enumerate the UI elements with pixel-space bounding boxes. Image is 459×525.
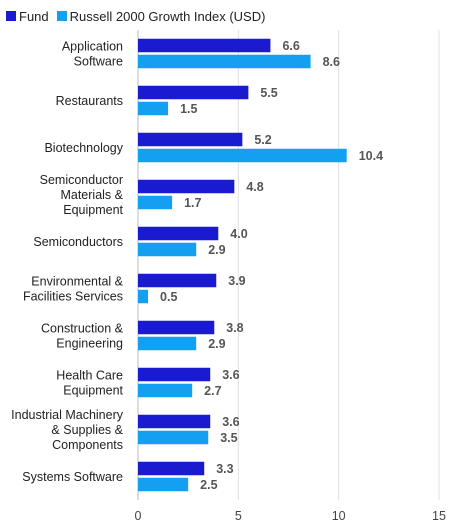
legend-item-index: Russell 2000 Growth Index (USD): [56, 8, 266, 24]
index-bar-7: [138, 383, 193, 398]
fund-bar-5: [138, 273, 217, 288]
category-label-line: Industrial Machinery: [11, 408, 124, 422]
fund-value-label-1: 5.5: [260, 86, 277, 100]
x-tick-label-15: 15: [432, 509, 446, 523]
category-label-6: Construction & Engineering: [41, 322, 124, 351]
legend-swatch-index: [56, 11, 67, 21]
index-bar-5: [138, 289, 149, 304]
category-label-line: Equipment: [63, 203, 123, 217]
legend: Fund Russell 2000 Growth Index (USD): [6, 6, 273, 26]
category-label-line: Materials &: [60, 188, 123, 202]
fund-bar-0: [138, 38, 271, 53]
category-label-line: Equipment: [63, 384, 123, 398]
category-label-line: Construction &: [41, 322, 124, 336]
index-value-label-7: 2.7: [204, 384, 221, 398]
category-label-line: Software: [74, 55, 123, 69]
category-label-line: Environmental &: [31, 275, 123, 289]
fund-value-label-7: 3.6: [222, 368, 239, 382]
index-value-label-3: 1.7: [184, 196, 201, 210]
category-label-line: Health Care: [56, 369, 123, 383]
category-label-line: & Supplies &: [51, 423, 123, 437]
index-value-label-0: 8.6: [323, 55, 340, 69]
fund-bar-6: [138, 320, 215, 335]
category-label-line: Biotechnology: [44, 141, 123, 155]
x-tick-label-5: 5: [235, 509, 242, 523]
category-label-line: Systems Software: [22, 470, 123, 484]
index-value-label-9: 2.5: [200, 478, 217, 492]
index-value-label-5: 0.5: [160, 290, 177, 304]
fund-value-label-3: 4.8: [246, 180, 263, 194]
legend-label-index: Russell 2000 Growth Index (USD): [69, 8, 266, 24]
index-bar-1: [138, 101, 169, 116]
x-tick-label-10: 10: [332, 509, 346, 523]
index-value-label-6: 2.9: [208, 337, 225, 351]
fund-value-label-6: 3.8: [226, 321, 243, 335]
index-value-label-4: 2.9: [208, 243, 225, 257]
fund-bar-9: [138, 461, 205, 476]
index-bar-2: [138, 148, 347, 163]
fund-bar-1: [138, 85, 249, 100]
category-label-0: Application Software: [62, 40, 123, 69]
category-label-2: Biotechnology: [44, 141, 123, 155]
fund-value-label-5: 3.9: [228, 274, 245, 288]
category-label-3: Semiconductor Materials & Equipment: [40, 173, 124, 217]
fund-bar-8: [138, 414, 211, 429]
index-bar-3: [138, 195, 173, 210]
category-label-8: Industrial Machinery & Supplies & Componen…: [11, 408, 124, 452]
index-bar-9: [138, 477, 189, 492]
index-bar-0: [138, 54, 311, 69]
fund-value-label-9: 3.3: [216, 462, 233, 476]
index-bar-6: [138, 336, 197, 351]
legend-label-fund: Fund: [19, 8, 49, 24]
category-label-9: Systems Software: [22, 470, 123, 484]
x-tick-label-0: 0: [135, 509, 142, 523]
fund-bar-2: [138, 132, 243, 147]
index-value-label-1: 1.5: [180, 102, 197, 116]
category-label-5: Environmental & Facilities Services: [23, 275, 124, 304]
legend-item-fund: Fund: [6, 9, 49, 24]
legend-swatch-fund: [6, 11, 16, 21]
category-label-line: Engineering: [56, 337, 123, 351]
category-label-1: Restaurants: [56, 94, 123, 108]
category-label-4: Semiconductors: [33, 235, 123, 249]
fund-value-label-2: 5.2: [254, 133, 271, 147]
index-value-label-8: 3.5: [220, 431, 237, 445]
fund-bar-4: [138, 226, 219, 241]
fund-value-label-4: 4.0: [230, 227, 247, 241]
fund-value-label-0: 6.6: [282, 39, 299, 53]
category-label-line: Restaurants: [56, 94, 123, 108]
index-bar-4: [138, 242, 197, 257]
category-label-line: Components: [52, 438, 123, 452]
index-bar-8: [138, 430, 209, 445]
category-label-line: Facilities Services: [23, 290, 123, 304]
category-label-line: Semiconductor: [40, 173, 123, 187]
fund-bar-7: [138, 367, 211, 382]
fund-value-label-8: 3.6: [222, 415, 239, 429]
fund-bar-3: [138, 179, 235, 194]
index-value-label-2: 10.4: [359, 149, 383, 163]
category-label-7: Health Care Equipment: [56, 369, 123, 398]
category-label-line: Semiconductors: [33, 235, 123, 249]
category-label-line: Application: [62, 40, 123, 54]
